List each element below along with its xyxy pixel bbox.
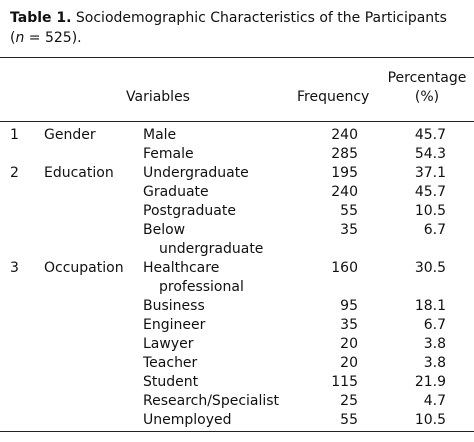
row-percentage: 3.8 (423, 336, 446, 352)
row-percentage: 45.7 (414, 184, 446, 200)
row-frequency: 20 (340, 355, 358, 371)
row-variable-line1: Below (143, 222, 186, 238)
row-percentage: 6.7 (423, 222, 446, 238)
row-group: Occupation (44, 260, 124, 276)
row-frequency: 115 (331, 374, 358, 390)
row-frequency: 285 (331, 146, 358, 162)
caption-paren: ( (10, 30, 16, 46)
row-variable: Unemployed (143, 412, 232, 428)
row-frequency: 55 (340, 203, 358, 219)
row-variable: Male (143, 127, 177, 143)
row-variable: Research/Specialist (143, 393, 280, 409)
row-percentage: 10.5 (414, 203, 446, 219)
row-variable: Healthcare professional (143, 259, 285, 297)
row-variable: Teacher (143, 355, 198, 371)
row-frequency: 160 (331, 260, 358, 276)
row-variable: Lawyer (143, 336, 194, 352)
row-frequency: 35 (340, 317, 358, 333)
header-percentage-line1: Percentage (387, 70, 467, 86)
row-percentage: 37.1 (414, 165, 446, 181)
row-variable: Graduate (143, 184, 209, 200)
row-group: Gender (44, 127, 96, 143)
row-percentage: 6.7 (423, 317, 446, 333)
top-rule (0, 57, 474, 58)
sample-size-value: = 525). (24, 30, 82, 46)
row-frequency: 240 (331, 127, 358, 143)
row-percentage: 10.5 (414, 412, 446, 428)
table-caption: Table 1. Sociodemographic Characteristic… (10, 8, 466, 48)
row-variable: Student (143, 374, 199, 390)
sample-size-symbol: n (15, 30, 25, 46)
row-percentage: 4.7 (423, 393, 446, 409)
row-variable-line2: professional (159, 279, 244, 295)
row-variable: Female (143, 146, 194, 162)
row-index: 3 (10, 260, 19, 276)
header-frequency: Frequency (297, 89, 370, 105)
row-percentage: 18.1 (414, 298, 446, 314)
row-frequency: 35 (340, 222, 358, 238)
header-percentage: Percentage (%) (386, 69, 468, 107)
row-frequency: 195 (331, 165, 358, 181)
row-variable: Business (143, 298, 205, 314)
row-frequency: 95 (340, 298, 358, 314)
header-variables: Variables (126, 89, 190, 105)
row-variable-line1: Healthcare (143, 260, 220, 276)
header-rule (0, 121, 474, 122)
row-variable: Engineer (143, 317, 206, 333)
table-title: Sociodemographic Characteristics of the … (75, 10, 447, 26)
row-percentage: 54.3 (414, 146, 446, 162)
header-percentage-line2: (%) (414, 89, 440, 105)
row-frequency: 240 (331, 184, 358, 200)
table-label: Table 1. (10, 10, 72, 26)
row-index: 1 (10, 127, 19, 143)
row-percentage: 30.5 (414, 260, 446, 276)
row-variable: Postgraduate (143, 203, 236, 219)
row-variable: Undergraduate (143, 165, 249, 181)
row-percentage: 21.9 (414, 374, 446, 390)
bottom-rule (0, 431, 474, 432)
row-percentage: 3.8 (423, 355, 446, 371)
row-index: 2 (10, 165, 19, 181)
row-frequency: 20 (340, 336, 358, 352)
row-frequency: 25 (340, 393, 358, 409)
row-percentage: 45.7 (414, 127, 446, 143)
row-variable-line2: undergraduate (159, 241, 264, 257)
row-variable: Below undergraduate (143, 221, 285, 259)
row-frequency: 55 (340, 412, 358, 428)
row-group: Education (44, 165, 114, 181)
